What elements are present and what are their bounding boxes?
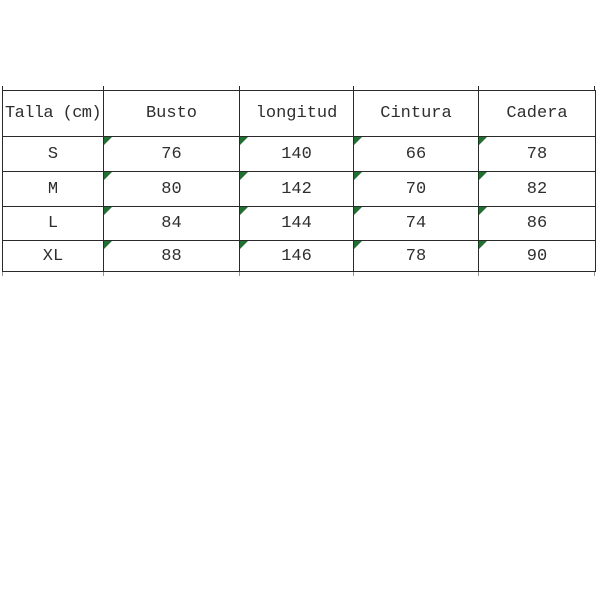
column-header-cadera: Cadera (479, 91, 595, 137)
green-corner-triangle-icon (240, 241, 248, 249)
green-corner-triangle-icon (240, 207, 248, 215)
grid-overhang-tick (2, 86, 3, 90)
cell-s-busto: 76 (104, 137, 240, 172)
green-corner-triangle-icon (479, 241, 487, 249)
cell-value: 86 (526, 214, 548, 233)
cell-value: 74 (405, 214, 427, 233)
green-corner-triangle-icon (354, 172, 362, 180)
cell-xl-cintura: 78 (354, 241, 479, 271)
cell-l-cadera: 86 (479, 207, 595, 241)
cell-value: 146 (281, 246, 312, 266)
green-corner-triangle-icon (104, 137, 112, 145)
grid-overhang-tick (353, 272, 354, 276)
row-label-l: L (3, 207, 104, 241)
cell-l-busto: 84 (104, 207, 240, 241)
cell-value: 78 (405, 246, 427, 266)
cell-value: 70 (405, 179, 427, 199)
cell-value: 90 (526, 246, 548, 266)
cell-value: 80 (161, 179, 182, 199)
grid-overhang-tick (2, 272, 3, 276)
cell-xl-longitud: 146 (240, 241, 354, 271)
column-header-talla: Talla (cm) (3, 91, 104, 137)
cell-s-cadera: 78 (479, 137, 595, 172)
row-label-s: S (3, 137, 104, 172)
green-corner-triangle-icon (354, 137, 362, 145)
cell-s-cintura: 66 (354, 137, 479, 172)
column-header-busto: Busto (104, 91, 240, 137)
grid-overhang-tick (353, 86, 354, 90)
cell-value: 142 (281, 179, 312, 199)
cell-l-longitud: 144 (240, 207, 354, 241)
grid-overhang-tick (594, 86, 595, 90)
green-corner-triangle-icon (240, 137, 248, 145)
green-corner-triangle-icon (104, 207, 112, 215)
green-corner-triangle-icon (479, 172, 487, 180)
size-chart-table: Talla (cm) Busto longitud Cintura Cadera… (2, 86, 596, 276)
cell-value: 144 (281, 214, 312, 233)
green-corner-triangle-icon (479, 207, 487, 215)
grid-overhang-tick (239, 86, 240, 90)
green-corner-triangle-icon (240, 172, 248, 180)
cell-xl-busto: 88 (104, 241, 240, 271)
column-header-cintura: Cintura (354, 91, 479, 137)
grid-overhang-tick (478, 272, 479, 276)
green-corner-triangle-icon (354, 241, 362, 249)
cell-m-cintura: 70 (354, 172, 479, 207)
cell-value: 88 (161, 246, 182, 266)
cell-s-longitud: 140 (240, 137, 354, 172)
cell-value: 84 (161, 214, 182, 233)
cell-l-cintura: 74 (354, 207, 479, 241)
row-label-m: M (3, 172, 104, 207)
cell-m-busto: 80 (104, 172, 240, 207)
green-corner-triangle-icon (104, 172, 112, 180)
cell-value: 76 (161, 144, 182, 164)
cell-value: 82 (526, 179, 548, 199)
cell-value: 140 (281, 144, 312, 164)
cell-m-longitud: 142 (240, 172, 354, 207)
grid-overhang-tick (594, 272, 595, 276)
grid-overhang-tick (103, 86, 104, 90)
cell-m-cadera: 82 (479, 172, 595, 207)
row-label-xl: XL (3, 241, 104, 271)
grid-overhang-tick (103, 272, 104, 276)
cell-xl-cadera: 90 (479, 241, 595, 271)
green-corner-triangle-icon (104, 241, 112, 249)
grid-overhang-tick (478, 86, 479, 90)
cell-value: 78 (526, 144, 548, 164)
grid-overhang-tick (239, 272, 240, 276)
cell-value: 66 (405, 144, 427, 164)
green-corner-triangle-icon (354, 207, 362, 215)
green-corner-triangle-icon (479, 137, 487, 145)
column-header-longitud: longitud (240, 91, 354, 137)
